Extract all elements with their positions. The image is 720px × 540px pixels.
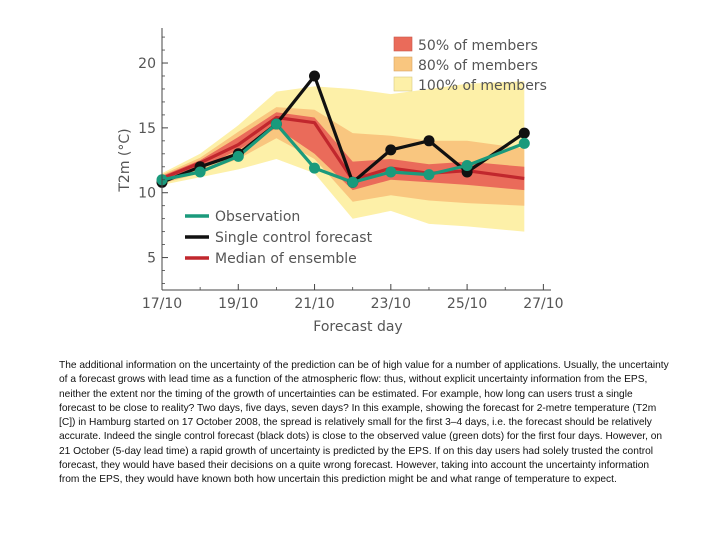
point-observation <box>461 160 473 171</box>
legend-label-80: 80% of members <box>418 58 538 74</box>
y-tick-label: 10 <box>138 186 156 202</box>
caption-text: The additional information on the uncert… <box>59 360 669 486</box>
point-single-control-forecast <box>309 70 320 82</box>
series-lines <box>161 74 526 184</box>
x-tick-label: 25/10 <box>447 296 487 312</box>
point-observation <box>194 166 206 178</box>
point-single-control-forecast <box>518 127 530 139</box>
x-tick-label: 23/10 <box>371 296 411 312</box>
point-observation <box>347 176 359 188</box>
x-tick-label: 17/10 <box>142 296 182 312</box>
legend-label-observation: Observation <box>215 209 300 225</box>
point-observation <box>232 150 244 162</box>
point-single-control-forecast <box>423 135 435 147</box>
x-tick-label: 27/10 <box>523 296 563 312</box>
point-single-control-forecast <box>385 144 397 156</box>
x-tick-label: 19/10 <box>218 296 258 312</box>
legend-swatch-100 <box>393 76 413 92</box>
y-tick-label: 20 <box>138 56 156 72</box>
x-tick-label: 21/10 <box>294 296 334 312</box>
point-observation <box>423 169 435 181</box>
legend-label-median: Median of ensemble <box>215 251 357 267</box>
series-points <box>156 70 530 188</box>
point-observation <box>270 118 282 130</box>
point-observation <box>385 166 397 178</box>
y-tick-label: 5 <box>147 251 156 267</box>
legend-label-control: Single control forecast <box>215 230 373 246</box>
legend-swatch-80 <box>393 56 413 72</box>
legend-swatch-50 <box>393 36 413 52</box>
y-axis-title: T2m (°C) <box>117 128 133 192</box>
ensemble-forecast-chart: 5 10 15 20 17/10 19/10 21/10 23/10 25/10 27/10 50… <box>117 28 564 335</box>
point-observation <box>309 162 320 174</box>
x-axis-title: Forecast day <box>313 319 402 335</box>
band-legend: 50% of members 80% of members 100% of me… <box>393 36 547 94</box>
line-single-control-forecast <box>161 74 526 184</box>
legend-label-100: 100% of members <box>418 78 547 94</box>
point-observation <box>518 137 530 149</box>
axes: 5 10 15 20 17/10 19/10 21/10 23/10 25/10 27/10 <box>138 28 564 312</box>
line-legend: Observation Single control forecast Medi… <box>185 209 373 267</box>
line-observation <box>161 122 525 184</box>
legend-label-50: 50% of members <box>418 38 538 54</box>
y-tick-label: 15 <box>138 121 156 137</box>
line-median-of-ensemble <box>161 115 525 182</box>
